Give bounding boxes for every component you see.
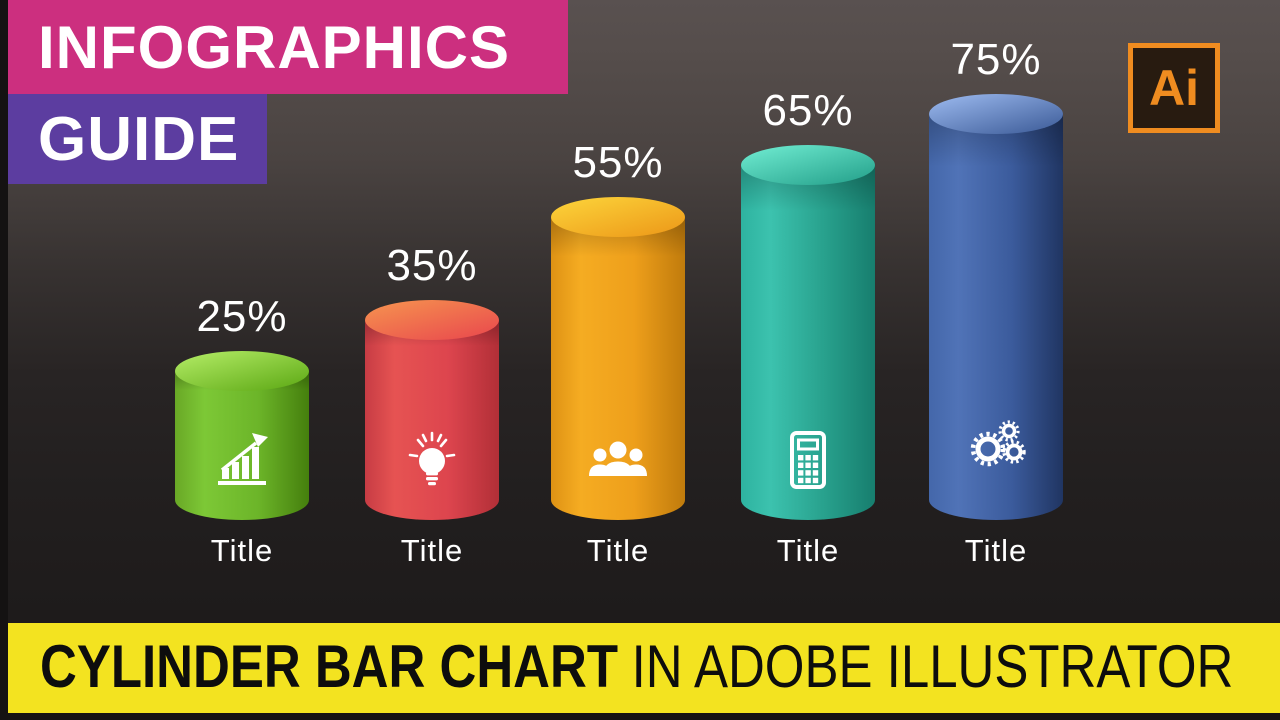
left-edge-shadow [0, 0, 8, 720]
footer-text: CYLINDER BAR CHART IN ADOBE ILLUSTRATOR [40, 637, 1233, 697]
percent-label: 35% [386, 241, 478, 290]
cylinder-body [175, 371, 309, 520]
footer-text-light: IN ADOBE ILLUSTRATOR [631, 633, 1234, 700]
guide-banner: GUIDE [8, 94, 267, 184]
category-label: Title [210, 533, 274, 568]
people-icon [586, 428, 650, 492]
cylinder-bar: 55% Title [551, 0, 685, 620]
infographics-title: INFOGRAPHICS [38, 13, 511, 81]
category-label: Title [964, 533, 1028, 568]
category-label: Title [586, 533, 650, 568]
cylinder-bar: 25% Title [175, 0, 309, 620]
cylinder-top-ellipse [365, 300, 499, 340]
calculator-icon [776, 428, 840, 492]
cylinder-top-ellipse [551, 197, 685, 237]
cylinder-top-ellipse [175, 351, 309, 391]
percent-label: 25% [196, 292, 288, 341]
lightbulb-icon [400, 428, 464, 492]
gears-icon [964, 406, 1028, 470]
growth-chart-icon [210, 428, 274, 492]
percent-label: 75% [950, 35, 1042, 84]
category-label: Title [400, 533, 464, 568]
cylinder-body [741, 165, 875, 520]
guide-title: GUIDE [38, 104, 240, 174]
category-label: Title [776, 533, 840, 568]
adobe-illustrator-logo-text: Ai [1149, 60, 1199, 116]
bottom-edge-shadow [0, 713, 1280, 720]
cylinder-bar: 35% Title [365, 0, 499, 620]
percent-label: 65% [762, 86, 854, 135]
footer-banner: CYLINDER BAR CHART IN ADOBE ILLUSTRATOR [0, 623, 1280, 713]
infographics-banner: INFOGRAPHICS [8, 0, 568, 94]
cylinder-top-ellipse [741, 145, 875, 185]
adobe-illustrator-logo: Ai [1128, 43, 1220, 133]
cylinder-top-ellipse [929, 94, 1063, 134]
cylinder-bar: 65% Title [741, 0, 875, 620]
percent-label: 55% [572, 138, 664, 187]
cylinder-body [365, 320, 499, 520]
cylinder-bar: 75% Title [929, 0, 1063, 620]
footer-text-bold: CYLINDER BAR CHART [40, 633, 618, 700]
